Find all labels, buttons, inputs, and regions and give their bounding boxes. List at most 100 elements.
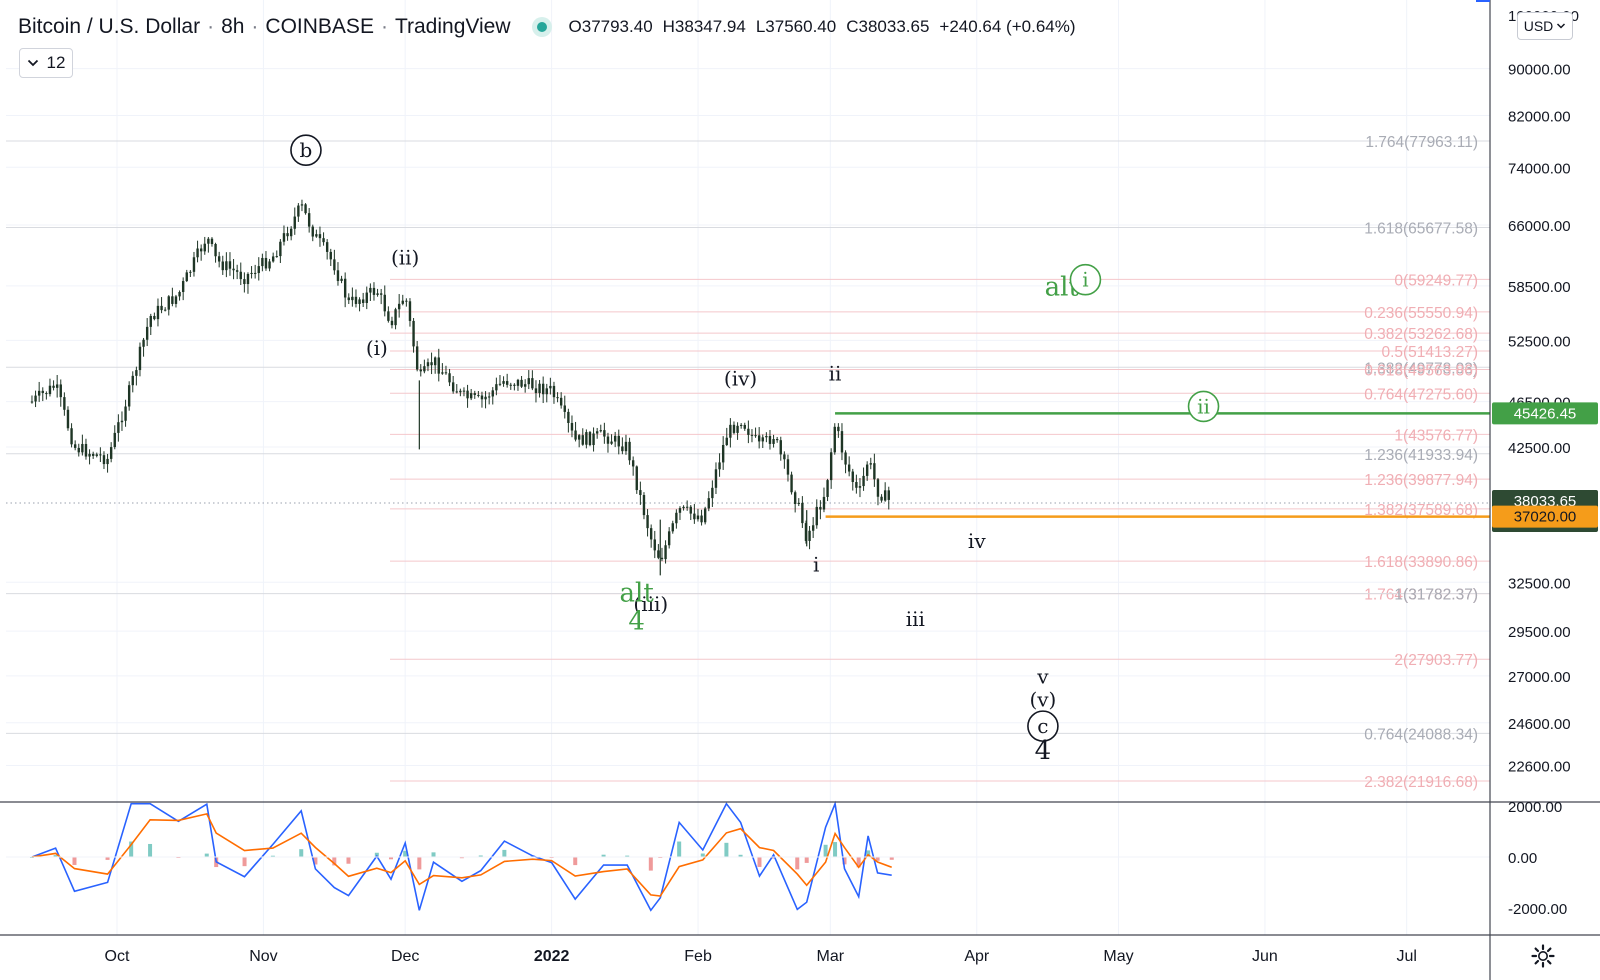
candle-body <box>599 430 602 432</box>
candle-body <box>747 428 750 435</box>
macd-histogram-bar <box>403 850 408 857</box>
candle-body <box>804 523 808 541</box>
candle-body <box>502 381 505 384</box>
candle-body <box>711 487 714 499</box>
candle-body <box>311 226 314 237</box>
fib-level-label: 1.618(65677.58) <box>1364 220 1478 237</box>
macd-line <box>31 800 892 912</box>
macd-histogram-bar <box>889 857 894 860</box>
wave-label: iv <box>968 529 986 553</box>
signal-line <box>31 812 892 897</box>
currency-select[interactable]: USD <box>1517 12 1573 40</box>
candle-body <box>610 441 613 444</box>
symbol-header[interactable]: Bitcoin / U.S. Dollar · 8h · COINBASE · … <box>18 12 1076 42</box>
candle-body <box>801 502 804 524</box>
candle-body <box>585 432 588 445</box>
price-tick-label: 24600.00 <box>1508 716 1571 733</box>
grid <box>6 0 1490 935</box>
candle-body <box>466 390 469 399</box>
candle-body <box>261 257 264 267</box>
candle-body <box>603 430 606 437</box>
candle-body <box>340 278 343 281</box>
fib-level-label: 1.236(39877.94) <box>1364 472 1478 489</box>
candle-body <box>171 296 174 304</box>
price-badge-label: 45426.45 <box>1514 405 1577 422</box>
horizontal-levels[interactable] <box>6 412 1490 518</box>
low-value: L37560.40 <box>755 17 837 36</box>
candle-body <box>520 379 523 387</box>
interval-label[interactable]: 8h <box>221 15 245 38</box>
candle-body <box>387 311 390 321</box>
candle-body <box>131 375 134 386</box>
candle-body <box>253 272 257 274</box>
candle-body <box>844 452 847 465</box>
candle-body <box>376 293 379 295</box>
candle-body <box>642 495 646 516</box>
candle-body <box>221 261 224 271</box>
candle-body <box>189 271 192 273</box>
fib-level-label: 0.5(51413.27) <box>1381 344 1478 361</box>
candle-body <box>361 299 365 304</box>
candle-body <box>84 443 88 457</box>
candle-body <box>477 394 480 396</box>
candle-body <box>59 384 62 398</box>
candle-body <box>293 216 296 229</box>
candle-body <box>718 462 721 470</box>
candle-body <box>819 506 822 510</box>
candle-body <box>750 434 754 436</box>
candle-body <box>343 278 347 298</box>
candle-body <box>426 362 430 367</box>
macd-histogram-bar <box>601 854 606 857</box>
macd-histogram-bar <box>459 857 464 859</box>
candle-body <box>549 385 552 389</box>
macd-tick-label: 2000.00 <box>1508 799 1562 816</box>
wave-label: 4 <box>1035 736 1052 766</box>
symbol-name[interactable]: Bitcoin / U.S. Dollar <box>18 15 201 38</box>
candle-body <box>847 464 851 472</box>
candle-body <box>178 292 181 297</box>
candle-body <box>174 296 178 304</box>
candle-body <box>225 261 228 271</box>
candle-body <box>563 405 566 412</box>
gear-icon[interactable] <box>1530 943 1556 969</box>
candle-body <box>365 292 368 304</box>
fib-levels: 1.764(77963.11) 1.618(65677.58) 0(59249.77… <box>6 134 1490 791</box>
chevron-down-icon <box>27 59 38 67</box>
wave-label-circle <box>1187 390 1220 423</box>
macd-histogram-bar <box>313 857 318 865</box>
candle-body <box>113 432 116 448</box>
candle-body <box>657 550 660 558</box>
candle-body <box>383 294 386 312</box>
candle-body <box>689 506 692 514</box>
fib-level-label: 0.618(49563.86) <box>1364 362 1478 379</box>
currency-label: USD <box>1523 18 1554 34</box>
candle-body <box>228 261 232 269</box>
candle-body <box>88 453 91 457</box>
candle-body <box>329 251 332 260</box>
candle-body <box>257 266 260 274</box>
candle-body <box>509 384 512 386</box>
macd-histogram-bar <box>856 857 861 868</box>
price-tick-label: 29500.00 <box>1508 624 1571 641</box>
candle-body <box>862 475 865 487</box>
candle-body <box>855 482 858 488</box>
candle-body <box>700 515 703 523</box>
candle-body <box>77 447 80 453</box>
candle-body <box>664 545 667 560</box>
macd-histogram-bar <box>417 857 422 870</box>
macd-histogram-bar <box>299 849 304 857</box>
candle-body <box>203 243 206 252</box>
macd-histogram-bar <box>804 857 809 863</box>
candle-body <box>837 426 840 432</box>
price-tick-label: 27000.00 <box>1508 669 1571 686</box>
indicators-collapse-button[interactable]: 12 <box>19 48 73 78</box>
wave-label: (i) <box>366 336 388 360</box>
macd-histogram-bar <box>875 857 880 861</box>
candle-body <box>307 213 311 227</box>
price-series <box>30 199 890 576</box>
candle-body <box>880 496 883 501</box>
